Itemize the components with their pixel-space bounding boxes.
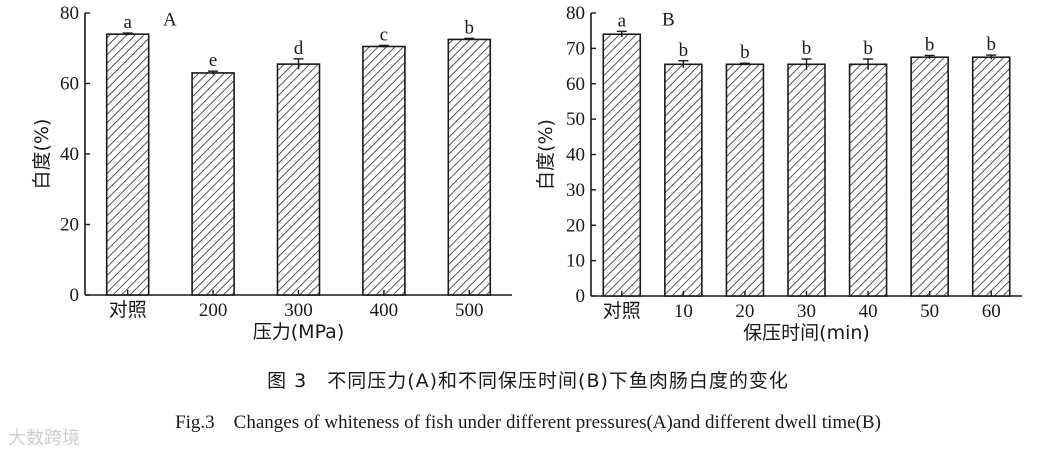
bar (664, 63, 703, 297)
y-tick-label: 40 (60, 144, 79, 165)
watermark: 大数跨境 (8, 428, 80, 449)
y-tick-label: 70 (566, 38, 585, 59)
x-tick-label: 200 (199, 300, 228, 321)
bar (105, 33, 150, 296)
x-tick-label: 对照 (603, 300, 641, 322)
y-tick-label: 40 (566, 145, 585, 166)
bar (276, 63, 321, 296)
x-axis-label: 压力(MPa) (253, 321, 344, 343)
x-tick-label: 对照 (109, 299, 147, 321)
significance-letter: b (925, 34, 935, 55)
chart-panel-b: 0 10 20 30 40 50 60 70 80 白度(%) a 对照 b 10 b 20 b 30 b 40 b 50… (535, 3, 1022, 344)
x-axis-label: 保压时间(min) (743, 322, 870, 344)
x-tick-label: 500 (455, 300, 484, 321)
significance-letter: e (209, 50, 217, 71)
bar (848, 63, 888, 297)
y-tick-label: 50 (566, 109, 585, 130)
bar (191, 72, 235, 296)
bar (971, 56, 1011, 297)
y-axis-label: 白度(%) (535, 119, 557, 190)
figure-caption-english: Fig.3 Changes of whiteness of fish under… (175, 412, 881, 433)
significance-letter: b (802, 38, 812, 59)
y-tick-label: 20 (566, 215, 585, 236)
y-tick-label: 30 (566, 180, 585, 201)
x-tick-label: 30 (797, 301, 816, 322)
bar (447, 38, 492, 296)
chart-panel-a: 0 20 40 60 80 白度(%) a 对照 e 200 d 300 c 400 b 500 压力(MPa)… (31, 3, 512, 343)
significance-letter: b (740, 42, 750, 63)
panel-label: A (163, 9, 177, 30)
y-tick-label: 80 (60, 3, 79, 24)
y-tick-label: 60 (60, 74, 79, 95)
x-tick-label: 40 (859, 301, 878, 322)
significance-letter: d (294, 38, 304, 59)
significance-letter: b (465, 17, 475, 38)
figure-caption-chinese: 图 3 不同压力(A)和不同保压时间(B)下鱼肉肠白度的变化 (267, 370, 789, 392)
significance-letter: a (618, 10, 627, 31)
y-tick-label: 20 (60, 215, 79, 236)
y-axis-label: 白度(%) (31, 119, 53, 190)
x-tick-label: 10 (674, 301, 693, 322)
significance-letter: c (380, 24, 388, 45)
significance-letter: b (679, 40, 689, 61)
x-tick-label: 300 (284, 300, 313, 321)
bar (787, 63, 826, 297)
significance-letter: b (863, 38, 873, 59)
x-tick-label: 60 (982, 301, 1001, 322)
x-tick-label: 400 (370, 300, 399, 321)
bar (910, 56, 949, 297)
y-tick-label: 0 (576, 286, 586, 307)
significance-letter: b (986, 34, 996, 55)
x-tick-label: 20 (735, 301, 754, 322)
y-tick-label: 60 (566, 74, 585, 95)
y-tick-label: 80 (566, 3, 585, 24)
bar (602, 33, 642, 297)
y-tick-label: 10 (566, 251, 585, 272)
y-tick-label: 0 (70, 285, 80, 306)
significance-letter: a (123, 12, 132, 33)
bar (362, 45, 406, 296)
x-tick-label: 50 (920, 301, 939, 322)
panel-label: B (662, 9, 675, 30)
bar (725, 63, 765, 297)
figure: 020406080白度(%)a对照e200d300c400b500压力(MPa)… (31, 3, 1022, 344)
